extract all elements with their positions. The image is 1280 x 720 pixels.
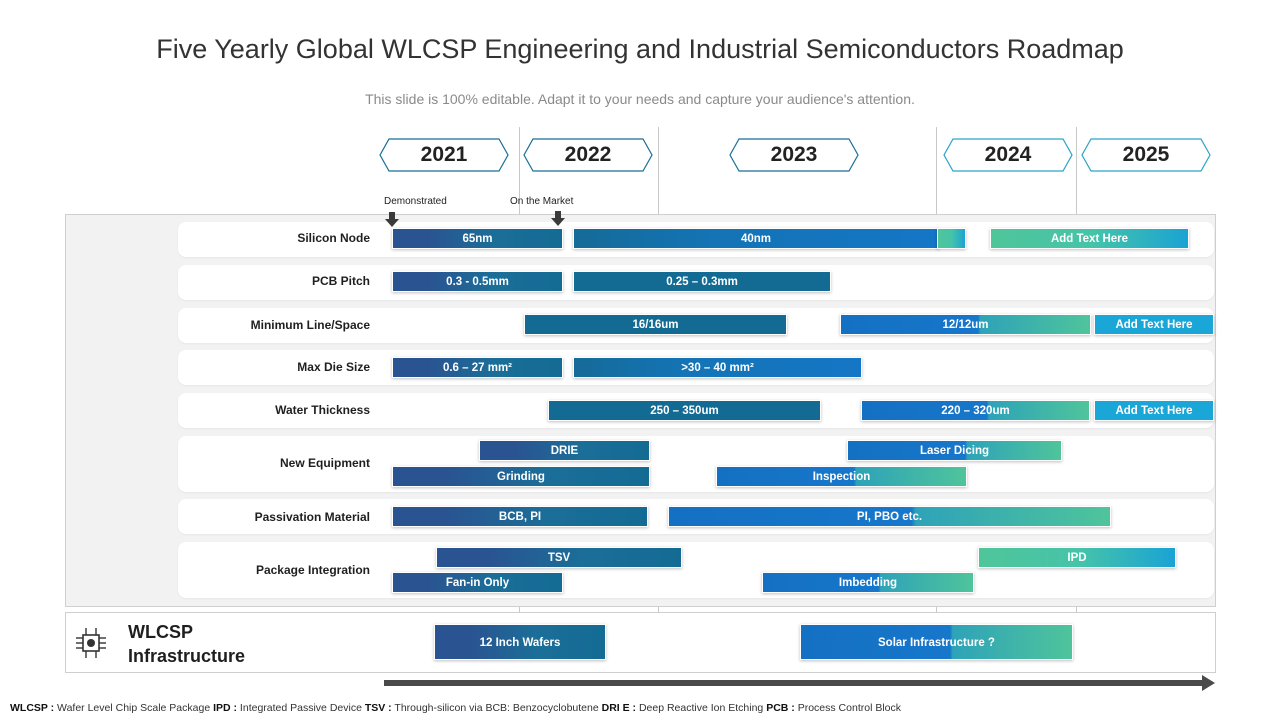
row-label: Water Thickness [275, 403, 370, 417]
hexagon-shape [1081, 138, 1211, 172]
footer-glossary: WLCSP : Wafer Level Chip Scale Package I… [10, 702, 901, 714]
timeline-arrow [384, 675, 1216, 696]
bar-imbedding: Imbedding [762, 572, 974, 593]
bar-65nm: 65nm [392, 228, 563, 249]
marker-on-market: On the Market [510, 196, 574, 207]
row-label: Max Die Size [297, 360, 370, 374]
bar-ipd: IPD [978, 547, 1176, 568]
year-label: 2024 [984, 143, 1032, 166]
row-label: Minimum Line/Space [250, 318, 370, 332]
bar-water-thickness-1: 250 – 350um [548, 400, 821, 421]
footer-definition: Deep Reactive Ion Etching [636, 702, 767, 714]
bar-pi-pbo: PI, PBO etc. [668, 506, 1111, 527]
row-label: Package Integration [255, 563, 370, 577]
hexagon-shape [729, 138, 859, 172]
year-tag-2022: 2022 [523, 138, 653, 172]
footer-definition: Integrated Passive Device [237, 702, 365, 714]
bar-tsv: TSV [436, 547, 682, 568]
bar-solar-infrastructure: Solar Infrastructure ? [800, 624, 1073, 660]
page-subtitle: This slide is 100% editable. Adapt it to… [365, 91, 915, 107]
down-arrow-icon [551, 211, 565, 227]
bar-fan-in-only: Fan-in Only [392, 572, 563, 593]
bar-pcb-pitch-2: 0.25 – 0.3mm [573, 271, 831, 292]
bar-die-size-1: 0.6 – 27 mm² [392, 357, 563, 378]
infrastructure-title: WLCSP Infrastructure [128, 620, 245, 668]
year-label: 2025 [1122, 143, 1170, 166]
bar-add-text-here: Add Text Here [1094, 314, 1214, 335]
row-label: New Equipment [279, 456, 370, 470]
year-label: 2023 [770, 143, 818, 166]
bar-16-16um: 16/16um [524, 314, 787, 335]
footer-term: WLCSP : [10, 702, 55, 714]
year-label: 2021 [420, 143, 468, 166]
footer-term: TSV : [364, 702, 392, 714]
page-title: Five Yearly Global WLCSP Engineering and… [156, 34, 1124, 64]
marker-demonstrated: Demonstrated [384, 196, 447, 207]
bar-water-thickness-2: 220 – 320um [861, 400, 1090, 421]
bar-grinding: Grinding [392, 466, 650, 487]
down-arrow-icon [385, 212, 399, 228]
bar-die-size-2: >30 – 40 mm² [573, 357, 862, 378]
footer-definition: Through-silicon via BCB: Benzocyclobuten… [391, 702, 602, 714]
bar-12-inch-wafers: 12 Inch Wafers [434, 624, 606, 660]
year-tag-2023: 2023 [729, 138, 859, 172]
year-tag-2025: 2025 [1081, 138, 1211, 172]
footer-term: PCB : [766, 702, 795, 714]
footer-term: IPD : [213, 702, 238, 714]
bar-drie: DRIE [479, 440, 650, 461]
bar-bcb-pi: BCB, PI [392, 506, 648, 527]
bar-silicon-node-extension [937, 228, 966, 249]
bar-add-text-here: Add Text Here [1094, 400, 1214, 421]
row-label: Silicon Node [297, 231, 370, 245]
bar-add-text-here: Add Text Here [990, 228, 1189, 249]
footer-definition: Process Control Block [794, 702, 902, 714]
bar-laser-dicing: Laser Dicing [847, 440, 1062, 461]
bar-12-12um: 12/12um [840, 314, 1091, 335]
bar-pcb-pitch-1: 0.3 - 0.5mm [392, 271, 563, 292]
chip-icon [73, 625, 109, 666]
infrastructure-title-line1: WLCSP [128, 622, 193, 642]
year-tag-2021: 2021 [379, 138, 509, 172]
row-label: Passivation Material [254, 510, 370, 524]
hexagon-shape [943, 138, 1073, 172]
year-label: 2022 [564, 143, 612, 166]
row-label: PCB Pitch [311, 274, 370, 288]
infrastructure-title-line2: Infrastructure [128, 646, 246, 666]
bar-inspection: Inspection [716, 466, 967, 487]
bar-40nm: 40nm [573, 228, 939, 249]
year-tag-2024: 2024 [943, 138, 1073, 172]
footer-term: DRI E : [601, 702, 637, 714]
footer-definition: Wafer Level Chip Scale Package [54, 702, 214, 714]
hexagon-shape [523, 138, 653, 172]
hexagon-shape [379, 138, 509, 172]
